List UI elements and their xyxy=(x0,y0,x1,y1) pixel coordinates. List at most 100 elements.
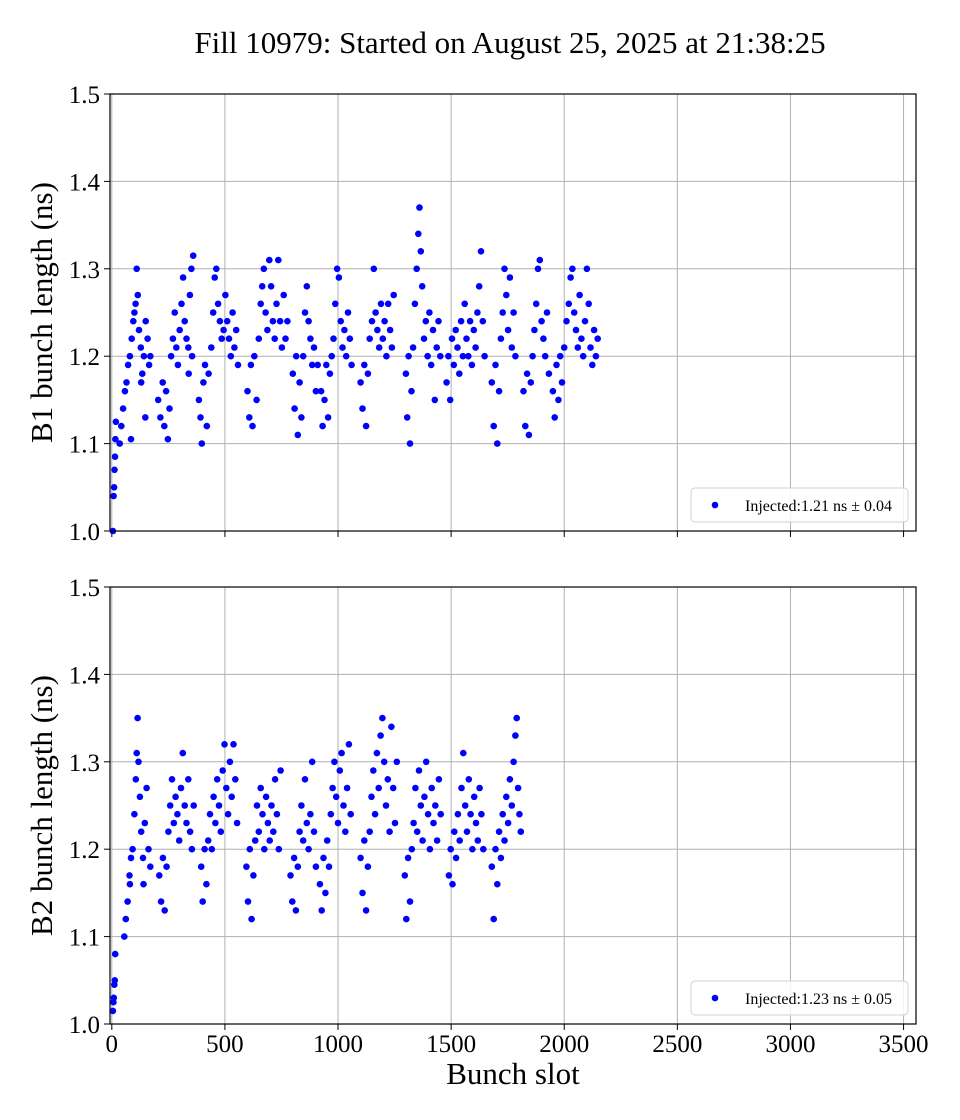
data-point xyxy=(185,344,192,351)
y-tick-label: 1.0 xyxy=(69,1012,100,1039)
data-point xyxy=(574,344,582,351)
x-tick-label: 1000 xyxy=(313,1031,363,1058)
data-point xyxy=(126,872,133,879)
data-point xyxy=(569,265,576,273)
data-point xyxy=(214,300,222,308)
data-point xyxy=(141,819,149,827)
data-point xyxy=(251,837,259,844)
data-point xyxy=(204,837,212,844)
data-point xyxy=(448,335,456,343)
data-point xyxy=(433,344,441,351)
data-point xyxy=(246,414,253,421)
data-point xyxy=(408,845,416,853)
data-point xyxy=(545,370,553,378)
y-tick-label: 1.5 xyxy=(69,82,100,109)
data-point xyxy=(257,300,265,308)
data-point xyxy=(195,396,203,404)
data-point xyxy=(412,784,419,792)
data-point xyxy=(299,352,307,360)
data-point xyxy=(143,784,150,792)
data-point xyxy=(555,396,562,404)
data-point xyxy=(323,837,331,844)
data-point xyxy=(472,344,479,351)
data-point xyxy=(457,317,465,325)
y-tick-label: 1.1 xyxy=(69,432,100,459)
data-point xyxy=(289,898,296,905)
data-point xyxy=(410,819,417,827)
data-point xyxy=(337,317,345,325)
data-point xyxy=(366,335,374,343)
data-point xyxy=(166,802,174,809)
data-point xyxy=(210,793,217,801)
data-point xyxy=(277,767,284,774)
data-point xyxy=(477,248,485,255)
data-point xyxy=(527,379,535,386)
data-point xyxy=(275,845,283,853)
data-point xyxy=(325,863,333,870)
data-point xyxy=(488,379,496,386)
data-point xyxy=(461,300,469,308)
data-point xyxy=(142,414,149,421)
data-point xyxy=(290,854,298,862)
data-point xyxy=(140,880,147,888)
data-point xyxy=(403,915,410,923)
data-point xyxy=(127,435,135,443)
data-point xyxy=(403,414,411,421)
data-point xyxy=(270,828,277,835)
legend-box xyxy=(690,980,909,1016)
data-point xyxy=(514,784,522,792)
data-point xyxy=(501,265,508,273)
data-point xyxy=(579,352,587,360)
data-point xyxy=(289,370,297,378)
data-point xyxy=(402,370,410,378)
data-point xyxy=(199,898,206,905)
data-point xyxy=(172,793,179,801)
legend-label: Injected:1.23 ns ± 0.05 xyxy=(745,991,892,1008)
data-point xyxy=(292,907,300,914)
data-point xyxy=(168,776,176,783)
data-point xyxy=(227,352,235,360)
data-point xyxy=(476,784,483,792)
data-point xyxy=(324,414,332,421)
data-point xyxy=(583,265,591,273)
data-point xyxy=(310,344,318,351)
data-point xyxy=(492,361,499,369)
data-point xyxy=(124,898,131,905)
data-point xyxy=(317,387,325,395)
data-point xyxy=(379,335,387,343)
y-axis-label: B2 bunch length (ns) xyxy=(24,675,59,936)
y-tick-label: 1.2 xyxy=(69,344,100,371)
data-point xyxy=(449,880,456,888)
data-point xyxy=(189,252,197,259)
data-points xyxy=(109,714,525,1015)
data-point xyxy=(322,889,329,897)
data-point xyxy=(520,387,527,395)
data-point xyxy=(538,317,545,325)
data-point xyxy=(374,326,381,334)
data-point xyxy=(319,422,326,430)
data-point xyxy=(409,344,417,351)
data-point xyxy=(529,352,536,360)
data-point xyxy=(179,749,187,757)
data-point xyxy=(329,784,336,792)
y-tick-label: 1.1 xyxy=(69,925,100,952)
data-point xyxy=(426,845,434,853)
data-point xyxy=(188,845,196,853)
data-point xyxy=(269,317,277,325)
data-point xyxy=(415,767,423,774)
data-point xyxy=(348,361,355,369)
data-point xyxy=(411,300,419,308)
data-point xyxy=(127,854,135,862)
data-point xyxy=(590,326,598,334)
data-point xyxy=(323,361,330,369)
data-point xyxy=(305,317,312,325)
data-point xyxy=(307,810,314,818)
data-point xyxy=(405,352,412,360)
data-point xyxy=(197,414,204,421)
data-point xyxy=(445,872,453,879)
data-point xyxy=(173,344,180,351)
data-point xyxy=(474,309,481,316)
data-point xyxy=(186,291,194,299)
data-point xyxy=(540,335,547,343)
